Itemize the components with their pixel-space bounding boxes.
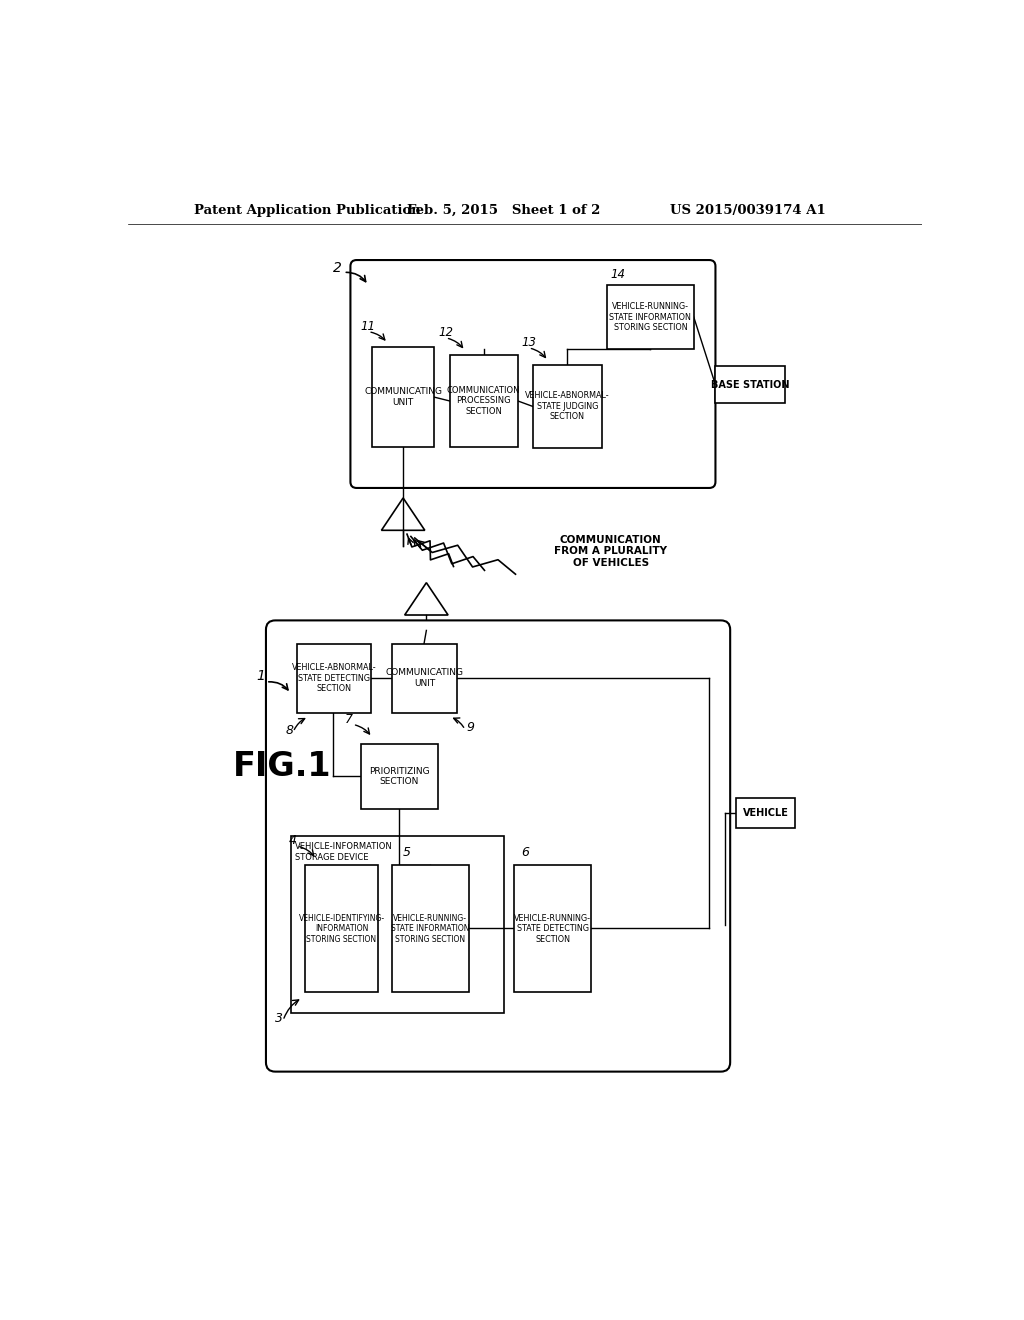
Text: FIG.1: FIG.1 — [232, 750, 331, 783]
Text: COMMUNICATION
PROCESSING
SECTION: COMMUNICATION PROCESSING SECTION — [446, 385, 520, 416]
Text: VEHICLE: VEHICLE — [742, 808, 788, 818]
Text: US 2015/0039174 A1: US 2015/0039174 A1 — [671, 205, 826, 218]
Text: 11: 11 — [360, 321, 376, 333]
Text: COMMUNICATION
FROM A PLURALITY
OF VEHICLES: COMMUNICATION FROM A PLURALITY OF VEHICL… — [554, 535, 668, 568]
Bar — [372, 347, 434, 447]
Text: VEHICLE-IDENTIFYING-
INFORMATION
STORING SECTION: VEHICLE-IDENTIFYING- INFORMATION STORING… — [298, 913, 385, 944]
Text: 2: 2 — [334, 261, 342, 276]
Text: 6: 6 — [521, 846, 529, 859]
Text: Feb. 5, 2015   Sheet 1 of 2: Feb. 5, 2015 Sheet 1 of 2 — [407, 205, 600, 218]
Bar — [607, 285, 693, 348]
Text: VEHICLE-RUNNING-
STATE INFORMATION
STORING SECTION: VEHICLE-RUNNING- STATE INFORMATION STORI… — [609, 302, 691, 331]
Text: VEHICLE-INFORMATION
STORAGE DEVICE: VEHICLE-INFORMATION STORAGE DEVICE — [295, 842, 392, 862]
Text: 4: 4 — [289, 834, 297, 847]
Text: VEHICLE-ABNORMAL-
STATE JUDGING
SECTION: VEHICLE-ABNORMAL- STATE JUDGING SECTION — [525, 392, 609, 421]
Text: BASE STATION: BASE STATION — [711, 380, 790, 389]
Text: COMMUNICATING
UNIT: COMMUNICATING UNIT — [385, 668, 464, 688]
Text: 14: 14 — [611, 268, 626, 281]
Bar — [297, 644, 371, 713]
Text: VEHICLE-RUNNING-
STATE DETECTING
SECTION: VEHICLE-RUNNING- STATE DETECTING SECTION — [514, 913, 591, 944]
Bar — [532, 364, 602, 447]
Text: 3: 3 — [275, 1012, 284, 1026]
Text: 8: 8 — [286, 723, 293, 737]
Text: VEHICLE-RUNNING-
STATE INFORMATION
STORING SECTION: VEHICLE-RUNNING- STATE INFORMATION STORI… — [391, 913, 469, 944]
Text: COMMUNICATING
UNIT: COMMUNICATING UNIT — [365, 387, 442, 407]
Bar — [291, 836, 504, 1014]
FancyBboxPatch shape — [266, 620, 730, 1072]
Text: 13: 13 — [521, 337, 536, 350]
Bar — [514, 866, 592, 993]
FancyBboxPatch shape — [350, 260, 716, 488]
Bar — [305, 866, 378, 993]
Text: 7: 7 — [345, 713, 353, 726]
Text: 1: 1 — [256, 669, 265, 684]
Text: 12: 12 — [438, 326, 453, 339]
Bar — [716, 367, 785, 404]
Text: Patent Application Publication: Patent Application Publication — [194, 205, 421, 218]
Bar — [391, 644, 458, 713]
Text: 5: 5 — [403, 846, 411, 859]
Bar — [736, 797, 795, 829]
Text: PRIORITIZING
SECTION: PRIORITIZING SECTION — [369, 767, 429, 785]
Bar — [391, 866, 469, 993]
Text: VEHICLE-ABNORMAL-
STATE DETECTING
SECTION: VEHICLE-ABNORMAL- STATE DETECTING SECTIO… — [292, 663, 376, 693]
Bar — [450, 355, 518, 447]
Text: 9: 9 — [467, 721, 475, 734]
Bar — [360, 743, 438, 809]
